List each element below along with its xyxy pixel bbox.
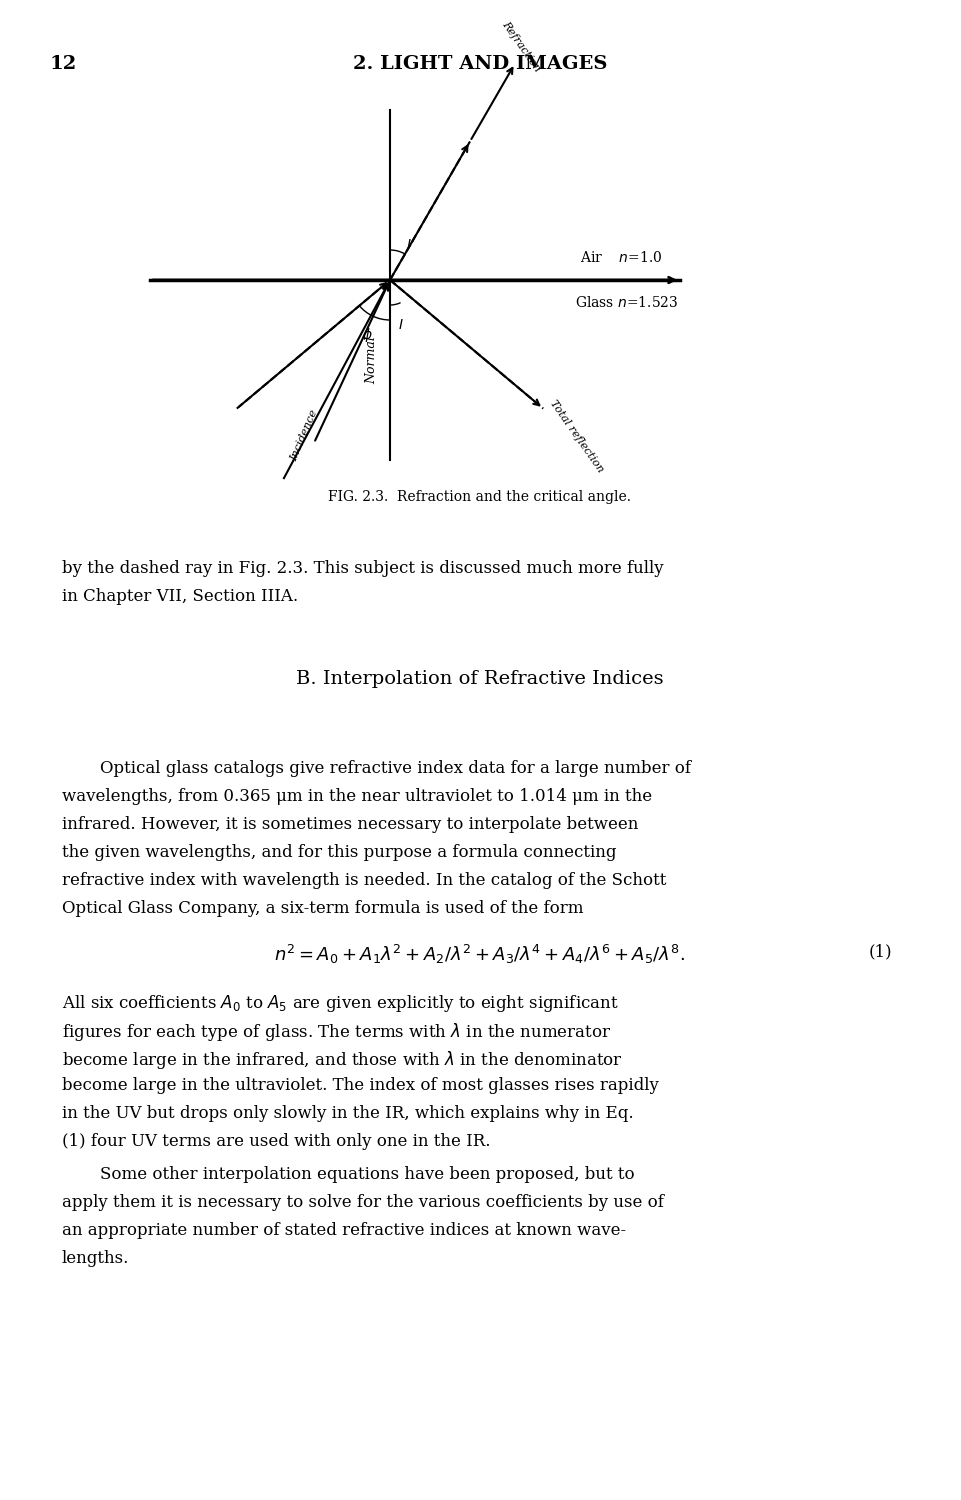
Text: All six coefficients $A_0$ to $A_5$ are given explicitly to eight significant: All six coefficients $A_0$ to $A_5$ are … xyxy=(62,993,619,1014)
Text: infrared. However, it is sometimes necessary to interpolate between: infrared. However, it is sometimes neces… xyxy=(62,816,638,833)
Text: figures for each type of glass. The terms with $\lambda$ in the numerator: figures for each type of glass. The term… xyxy=(62,1022,611,1042)
Text: $n^2 = A_0 + A_1\lambda^2 + A_2/\lambda^2 + A_3/\lambda^4 + A_4/\lambda^6 + A_5/: $n^2 = A_0 + A_1\lambda^2 + A_2/\lambda^… xyxy=(275,944,685,966)
Text: Air    $n$=1.0: Air $n$=1.0 xyxy=(580,251,662,266)
Text: $\phi$: $\phi$ xyxy=(362,326,373,344)
Text: Optical glass catalogs give refractive index data for a large number of: Optical glass catalogs give refractive i… xyxy=(100,760,691,777)
Text: become large in the ultraviolet. The index of most glasses rises rapidly: become large in the ultraviolet. The ind… xyxy=(62,1077,659,1094)
Text: $I$: $I$ xyxy=(398,318,404,332)
Text: become large in the infrared, and those with $\lambda$ in the denominator: become large in the infrared, and those … xyxy=(62,1048,623,1071)
Text: (1): (1) xyxy=(868,944,892,960)
Text: apply them it is necessary to solve for the various coefficients by use of: apply them it is necessary to solve for … xyxy=(62,1194,664,1210)
Text: by the dashed ray in Fig. 2.3. This subject is discussed much more fully: by the dashed ray in Fig. 2.3. This subj… xyxy=(62,560,664,578)
Text: Glass $n$=1.523: Glass $n$=1.523 xyxy=(575,296,678,310)
Text: 12: 12 xyxy=(50,56,77,74)
Text: Incidence: Incidence xyxy=(288,408,319,464)
Text: in Chapter VII, Section IIIA.: in Chapter VII, Section IIIA. xyxy=(62,588,298,604)
Text: Optical Glass Company, a six-term formula is used of the form: Optical Glass Company, a six-term formul… xyxy=(62,900,583,916)
Text: FIG. 2.3.  Refraction and the critical angle.: FIG. 2.3. Refraction and the critical an… xyxy=(329,490,631,504)
Text: refractive index with wavelength is needed. In the catalog of the Schott: refractive index with wavelength is need… xyxy=(62,871,666,889)
Text: lengths.: lengths. xyxy=(62,1250,130,1268)
Text: Refraction: Refraction xyxy=(500,20,542,74)
Text: Normal: Normal xyxy=(365,336,378,384)
Text: B. Interpolation of Refractive Indices: B. Interpolation of Refractive Indices xyxy=(296,670,664,688)
Text: an appropriate number of stated refractive indices at known wave-: an appropriate number of stated refracti… xyxy=(62,1222,627,1239)
Text: 2. LIGHT AND IMAGES: 2. LIGHT AND IMAGES xyxy=(353,56,607,74)
Text: in the UV but drops only slowly in the IR, which explains why in Eq.: in the UV but drops only slowly in the I… xyxy=(62,1106,633,1122)
Text: wavelengths, from 0.365 μm in the near ultraviolet to 1.014 μm in the: wavelengths, from 0.365 μm in the near u… xyxy=(62,788,653,806)
Text: Some other interpolation equations have been proposed, but to: Some other interpolation equations have … xyxy=(100,1166,634,1184)
Text: $I'$: $I'$ xyxy=(406,237,415,252)
Text: Total reflection: Total reflection xyxy=(548,399,605,474)
Text: the given wavelengths, and for this purpose a formula connecting: the given wavelengths, and for this purp… xyxy=(62,844,617,861)
Text: (1) four UV terms are used with only one in the IR.: (1) four UV terms are used with only one… xyxy=(62,1132,490,1150)
